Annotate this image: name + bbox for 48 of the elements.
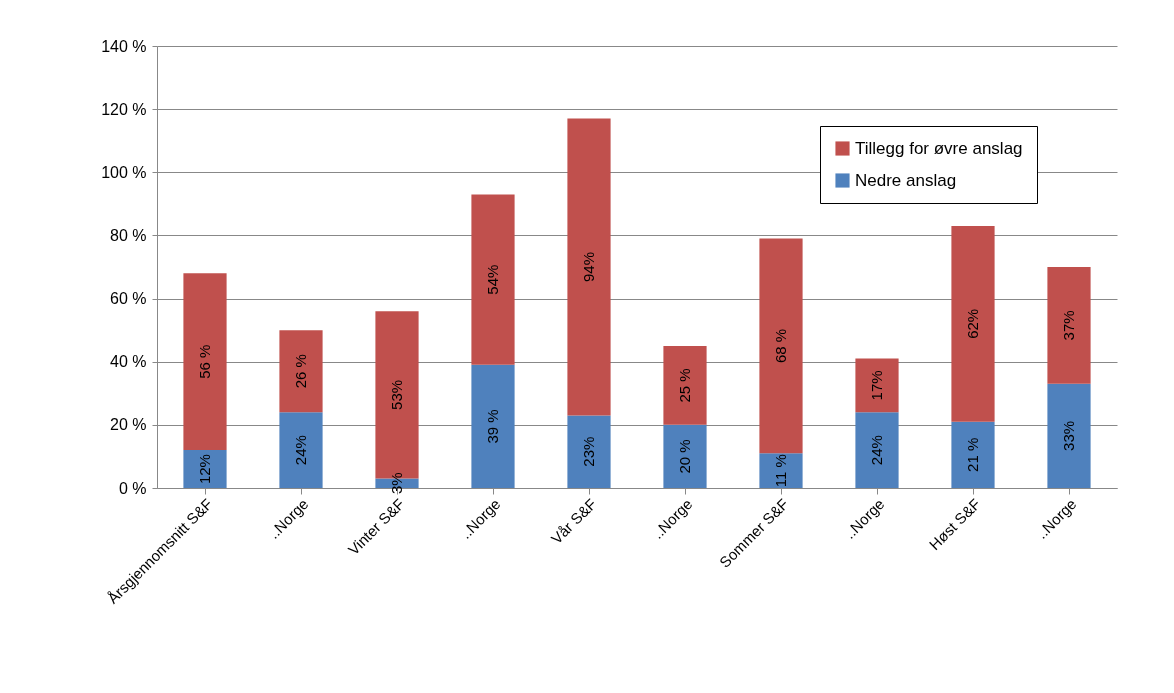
data-label: 23% bbox=[580, 436, 597, 467]
data-label: 39 % bbox=[484, 409, 501, 444]
data-label: 24% bbox=[292, 435, 309, 466]
bar bbox=[567, 415, 611, 488]
y-tick-label: 60 % bbox=[110, 290, 147, 308]
y-tick-label: 0 % bbox=[118, 479, 147, 497]
data-label: 94% bbox=[580, 251, 597, 283]
bar bbox=[471, 364, 515, 488]
y-tick-label: 80 % bbox=[110, 226, 147, 244]
data-label: 21 % bbox=[964, 437, 981, 472]
data-label: 11 % bbox=[772, 454, 789, 488]
data-label: 68 % bbox=[772, 328, 789, 364]
bar bbox=[1047, 383, 1091, 488]
data-label: 25 % bbox=[676, 368, 693, 403]
bar bbox=[855, 412, 899, 488]
data-label: 33% bbox=[1060, 420, 1077, 451]
y-tick-label: 140 % bbox=[101, 37, 147, 55]
y-tick-label: 100 % bbox=[101, 163, 147, 181]
bar bbox=[759, 238, 803, 454]
bar bbox=[279, 330, 323, 413]
y-tick-label: 20 % bbox=[110, 416, 147, 434]
data-label: 17% bbox=[868, 370, 885, 401]
data-label: 24% bbox=[868, 435, 885, 466]
bar bbox=[951, 421, 995, 488]
data-label: 53% bbox=[388, 379, 405, 410]
data-label: 20 % bbox=[676, 439, 693, 474]
bar bbox=[759, 453, 803, 488]
bar bbox=[663, 424, 707, 488]
data-label: 62% bbox=[964, 308, 981, 339]
bar bbox=[951, 225, 995, 422]
data-label: 56 % bbox=[196, 344, 213, 379]
bar bbox=[663, 345, 707, 425]
bar bbox=[855, 358, 899, 413]
bar bbox=[1047, 267, 1091, 384]
data-label: 12% bbox=[196, 454, 213, 485]
legend-label: Tillegg for øvre anslag bbox=[855, 138, 1023, 158]
data-label: 37% bbox=[1060, 310, 1077, 341]
y-tick-label: 120 % bbox=[101, 100, 147, 118]
legend-label: Nedre anslag bbox=[855, 170, 957, 190]
y-tick-label: 40 % bbox=[110, 353, 147, 371]
data-label: 26 % bbox=[292, 354, 309, 389]
bar bbox=[471, 194, 515, 365]
bar bbox=[279, 412, 323, 488]
data-label: 3% bbox=[388, 472, 405, 495]
data-label: 54% bbox=[484, 264, 501, 295]
bar bbox=[183, 273, 227, 451]
bar bbox=[567, 118, 611, 416]
bar bbox=[183, 450, 227, 488]
